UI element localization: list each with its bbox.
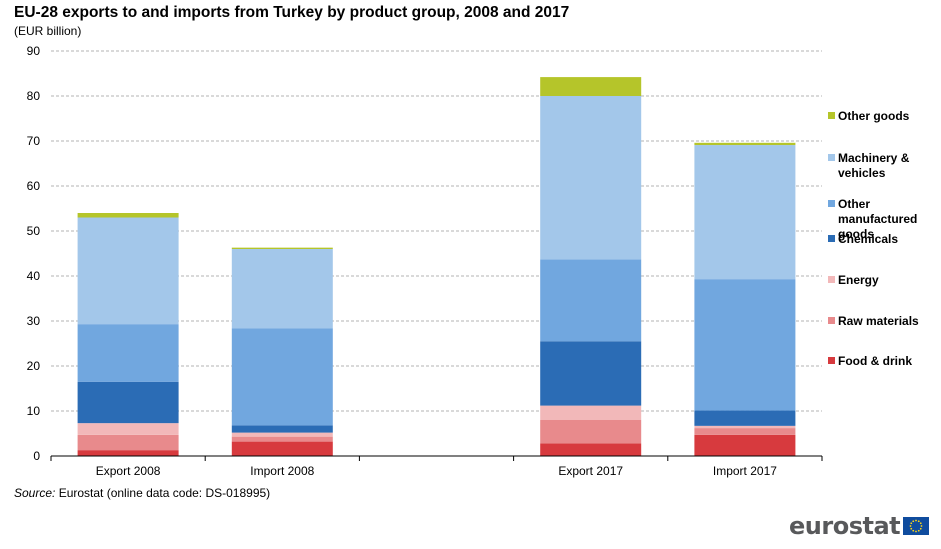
- y-tick-label: 10: [27, 404, 41, 418]
- axes: 0 10 20 30 40 50 60 70 80 90 Export 2008 Import 200…: [27, 44, 823, 478]
- bar-segment: [694, 425, 796, 429]
- x-tick-label: Export 2017: [558, 464, 623, 478]
- legend-swatch: [828, 112, 835, 119]
- y-tick-label: 60: [27, 179, 41, 193]
- bar-segment: [540, 77, 642, 96]
- bar-segment: [540, 259, 642, 342]
- bar-segment: [694, 145, 796, 280]
- logo-text: eurostat: [789, 512, 901, 540]
- legend-label: Raw materials: [838, 314, 919, 328]
- legend-label: Other goods: [838, 109, 910, 123]
- y-tick-label: 70: [27, 134, 41, 148]
- bar-segment: [694, 428, 796, 435]
- legend-label: Other manufactured goods: [838, 197, 917, 241]
- bar-segment: [231, 247, 333, 249]
- bar-segment: [231, 432, 333, 437]
- bar-segment: [231, 436, 333, 442]
- legend-label: Machinery & vehicles: [838, 151, 910, 180]
- legend-label: Food & drink: [838, 354, 912, 368]
- bar-segment: [540, 443, 642, 456]
- source-label: Source:: [14, 486, 56, 500]
- legend-swatch: [828, 357, 835, 364]
- eurostat-logo: eurostat: [789, 512, 930, 540]
- bar-segment: [694, 434, 796, 456]
- legend-swatch: [828, 276, 835, 283]
- chart-title: EU-28 exports to and imports from Turkey…: [14, 4, 570, 21]
- y-tick-label: 30: [27, 314, 41, 328]
- bar-segment: [77, 213, 179, 218]
- y-tick-label: 90: [27, 44, 41, 58]
- legend: Other goods Machinery & vehicles Other manuf…: [828, 109, 919, 368]
- x-tick-label: Import 2008: [250, 464, 314, 478]
- bar-segment: [540, 420, 642, 444]
- bar-segment: [77, 217, 179, 325]
- eu-flag-icon: [903, 517, 930, 535]
- bar-segment: [231, 328, 333, 426]
- bar-segment: [694, 279, 796, 411]
- y-tick-label: 80: [27, 89, 41, 103]
- bar-segment: [694, 142, 796, 146]
- bar-segment: [77, 423, 179, 435]
- bar-segment: [540, 96, 642, 260]
- legend-swatch: [828, 235, 835, 242]
- y-tick-label: 0: [33, 449, 40, 463]
- bar-segment: [77, 324, 179, 382]
- bar-segment: [694, 410, 796, 426]
- bar-segment: [77, 381, 179, 424]
- chart-unit-label: (EUR billion): [14, 24, 82, 38]
- bar-segment: [231, 249, 333, 329]
- bar-segment: [231, 441, 333, 456]
- bar-segment: [77, 434, 179, 451]
- bar-segment: [540, 405, 642, 420]
- legend-label: Chemicals: [838, 232, 898, 246]
- y-tick-label: 50: [27, 224, 41, 238]
- source-text: Eurostat (online data code: DS-018995): [55, 486, 271, 500]
- x-tick-label: Import 2017: [713, 464, 777, 478]
- bar-segment: [77, 450, 179, 456]
- legend-label: Energy: [838, 273, 879, 287]
- bar-segment: [231, 425, 333, 433]
- y-tick-label: 20: [27, 359, 41, 373]
- bars: [77, 77, 796, 456]
- x-tick-label: Export 2008: [96, 464, 161, 478]
- gridlines: [51, 50, 822, 412]
- source-note: Source: Eurostat (online data code: DS-0…: [14, 486, 270, 500]
- legend-swatch: [828, 200, 835, 207]
- legend-swatch: [828, 317, 835, 324]
- legend-swatch: [828, 154, 835, 161]
- y-tick-label: 40: [27, 269, 41, 283]
- bar-segment: [540, 341, 642, 406]
